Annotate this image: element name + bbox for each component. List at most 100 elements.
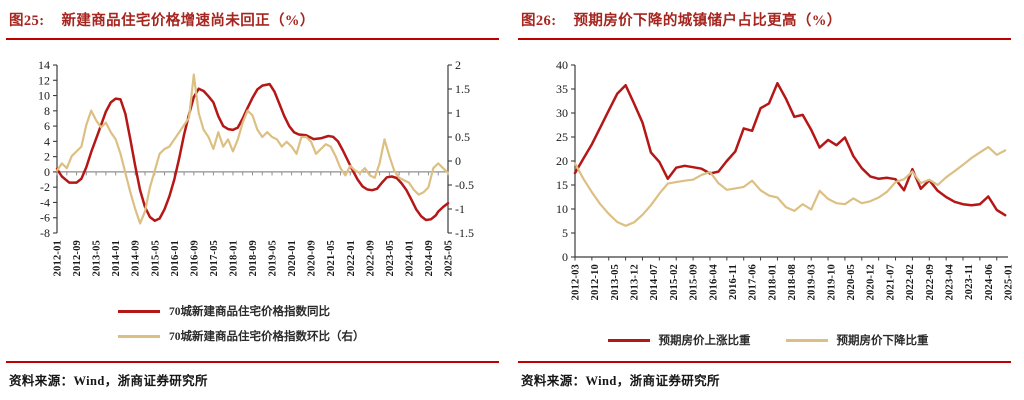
figure-25-legend: 70城新建商品住宅价格指数同比 70城新建商品住宅价格指数环比（右）: [118, 303, 365, 344]
svg-text:2019-05: 2019-05: [268, 240, 279, 276]
svg-text:10: 10: [556, 202, 568, 216]
svg-text:-6: -6: [40, 211, 50, 225]
svg-text:15: 15: [556, 178, 568, 192]
svg-text:2022-02: 2022-02: [905, 264, 916, 300]
svg-text:2019-03: 2019-03: [807, 264, 818, 300]
svg-text:2023-05: 2023-05: [385, 240, 396, 276]
source-divider: [518, 361, 1011, 363]
svg-text:0.5: 0.5: [455, 130, 470, 144]
legend-line-swatch: [118, 309, 160, 313]
svg-text:-0.5: -0.5: [455, 178, 474, 192]
svg-text:2024-01: 2024-01: [404, 240, 415, 276]
svg-text:-2: -2: [40, 180, 50, 194]
figure-25-title-text: 新建商品住宅价格增速尚未回正（%）: [61, 13, 315, 29]
svg-text:2016-09: 2016-09: [189, 240, 200, 276]
svg-text:2018-01: 2018-01: [767, 264, 778, 300]
svg-text:2015-05: 2015-05: [150, 240, 161, 276]
svg-text:2015-09: 2015-09: [689, 264, 700, 300]
svg-text:2018-09: 2018-09: [248, 240, 259, 276]
svg-text:20: 20: [556, 154, 568, 168]
legend-entry: 预期房价下降比重: [785, 332, 929, 348]
source-note: 资料来源：Wind，浙商证券研究所: [9, 374, 208, 388]
legend-entry: 70城新建商品住宅价格指数同比: [118, 303, 365, 319]
svg-text:2012-09: 2012-09: [72, 240, 83, 276]
svg-text:10: 10: [38, 89, 50, 103]
svg-text:2017-05: 2017-05: [209, 240, 220, 276]
svg-text:-4: -4: [40, 195, 50, 209]
legend-line-swatch: [118, 334, 160, 338]
legend-label: 预期房价上涨比重: [658, 335, 751, 347]
svg-text:2: 2: [455, 58, 461, 72]
figure-25-number: 图25:: [9, 13, 45, 29]
svg-text:2012-03: 2012-03: [571, 264, 582, 300]
svg-text:40: 40: [556, 58, 568, 72]
svg-text:2: 2: [44, 150, 50, 164]
legend-entry: 70城新建商品住宅价格指数环比（右）: [118, 328, 365, 344]
svg-text:14: 14: [38, 58, 50, 72]
figure-26-panel: 图26: 预期房价下降的城镇储户占比更高（%） 40 35 30 25 20 15 10 5 0 2…: [512, 0, 1024, 400]
figure-26-title: 图26: 预期房价下降的城镇储户占比更高（%）: [521, 9, 1012, 30]
svg-text:0: 0: [455, 154, 461, 168]
svg-text:2020-01: 2020-01: [287, 240, 298, 276]
legend-label: 预期房价下降比重: [836, 335, 929, 347]
svg-text:-1.5: -1.5: [455, 226, 474, 240]
svg-text:2020-09: 2020-09: [307, 240, 318, 276]
svg-text:2012-01: 2012-01: [53, 240, 64, 276]
svg-text:2013-05: 2013-05: [610, 264, 621, 300]
svg-text:2012-10: 2012-10: [590, 264, 601, 300]
svg-text:2013-12: 2013-12: [630, 264, 641, 300]
legend-label: 70城新建商品住宅价格指数环比（右）: [169, 331, 365, 343]
svg-text:2023-04: 2023-04: [945, 263, 956, 300]
svg-text:2016-01: 2016-01: [170, 240, 181, 276]
svg-text:2025-05: 2025-05: [444, 240, 455, 276]
legend-line-swatch: [785, 338, 828, 342]
svg-text:2024-06: 2024-06: [984, 264, 995, 300]
figure-25-title: 图25: 新建商品住宅价格增速尚未回正（%）: [9, 9, 500, 30]
svg-text:2021-07: 2021-07: [885, 264, 896, 300]
figure-26-legend: 预期房价上涨比重 预期房价下降比重: [512, 332, 1024, 348]
svg-text:1: 1: [455, 106, 461, 120]
title-divider: [518, 38, 1011, 40]
svg-text:2023-11: 2023-11: [964, 264, 975, 300]
svg-text:2014-09: 2014-09: [131, 240, 142, 276]
line-chart-fig25: 14121086420-2-4-6-821.510.50-0.5-1-1.520…: [38, 58, 474, 276]
svg-text:2014-01: 2014-01: [111, 240, 122, 276]
title-divider: [6, 38, 499, 40]
svg-text:2025-01: 2025-01: [1004, 264, 1015, 300]
svg-text:2020-12: 2020-12: [866, 264, 877, 300]
svg-text:2013-05: 2013-05: [92, 240, 103, 276]
svg-text:2018-08: 2018-08: [787, 264, 798, 300]
legend-label: 70城新建商品住宅价格指数同比: [169, 306, 330, 318]
svg-text:2022-01: 2022-01: [346, 240, 357, 276]
svg-text:2015-02: 2015-02: [669, 264, 680, 300]
svg-text:2016-11: 2016-11: [728, 264, 739, 300]
svg-text:0: 0: [562, 250, 568, 264]
svg-text:2016-04: 2016-04: [708, 263, 719, 300]
svg-text:12: 12: [38, 73, 50, 87]
svg-text:25: 25: [556, 130, 568, 144]
svg-text:-1: -1: [455, 202, 465, 216]
svg-text:2022-09: 2022-09: [925, 264, 936, 300]
svg-text:2024-09: 2024-09: [424, 240, 435, 276]
svg-text:2018-01: 2018-01: [228, 240, 239, 276]
figure-26-number: 图26:: [521, 13, 557, 29]
svg-text:4: 4: [44, 134, 50, 148]
svg-text:2014-07: 2014-07: [649, 264, 660, 300]
svg-text:2021-05: 2021-05: [326, 240, 337, 276]
svg-text:-8: -8: [40, 226, 50, 240]
svg-text:5: 5: [562, 226, 568, 240]
svg-text:6: 6: [44, 119, 50, 133]
svg-text:2017-06: 2017-06: [748, 264, 759, 300]
svg-text:2019-10: 2019-10: [826, 264, 837, 300]
figure-26-title-text: 预期房价下降的城镇储户占比更高（%）: [573, 13, 842, 29]
figure-25-panel: 图25: 新建商品住宅价格增速尚未回正（%） 14 12 10 8 6 4 2 0 -2 -4 -6-…: [6, 9, 500, 388]
svg-text:35: 35: [556, 82, 568, 96]
svg-text:8: 8: [44, 104, 50, 118]
source-note: 资料来源：Wind，浙商证券研究所: [521, 374, 720, 388]
svg-text:30: 30: [556, 106, 568, 120]
source-divider: [6, 361, 499, 363]
svg-text:1.5: 1.5: [455, 82, 470, 96]
svg-text:2022-09: 2022-09: [365, 240, 376, 276]
legend-entry: 预期房价上涨比重: [607, 332, 751, 348]
